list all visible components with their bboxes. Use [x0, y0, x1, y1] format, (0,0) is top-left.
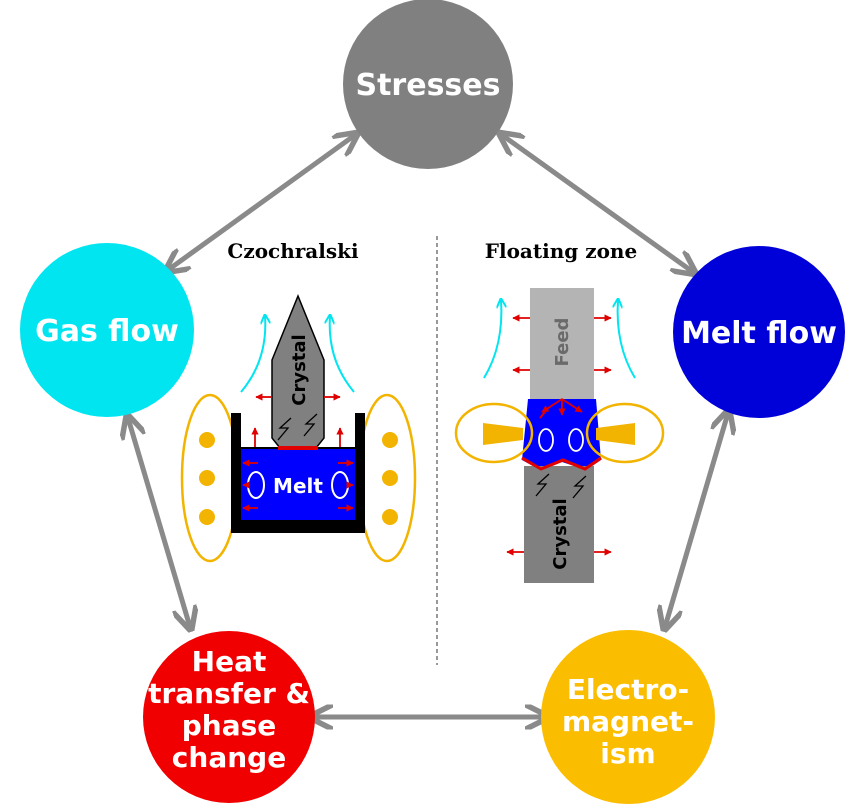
- node-melt-flow-label: Melt flow: [681, 316, 837, 351]
- node-gas-flow: Gas flow: [20, 243, 194, 417]
- node-em-line-2: magnet-: [562, 705, 694, 738]
- cz-melt-label: Melt: [273, 474, 323, 498]
- node-heat-line-1: Heat: [192, 645, 267, 678]
- fz-melt-vortex-left: [538, 428, 554, 452]
- arrow-stresses-gasflow: [168, 135, 355, 270]
- fz-heater-left: [454, 402, 534, 464]
- fz-stress-mark-left: [535, 473, 550, 497]
- arrow-meltflow-em: [665, 413, 728, 627]
- fz-crystal-label: Crystal: [550, 498, 571, 569]
- cz-crystal-label: Crystal: [289, 334, 310, 405]
- fz-melt-vortex-right: [568, 428, 584, 452]
- cz-gas-arrow-left: [240, 316, 265, 393]
- node-heat-line-4: change: [172, 741, 286, 774]
- node-melt-flow: Melt flow: [673, 246, 845, 418]
- cz-stress-mark-left: [277, 417, 292, 441]
- czochralski-title: Czochralski: [227, 239, 359, 263]
- cz-gas-arrow-right: [330, 316, 355, 393]
- czochralski-panel: Czochralski Melt Crystal: [180, 239, 417, 563]
- node-gas-flow-label: Gas flow: [35, 314, 179, 349]
- fz-heater-right: [585, 402, 665, 464]
- floating-zone-title: Floating zone: [485, 239, 637, 263]
- fz-feed-rod: [530, 288, 594, 399]
- arrow-stresses-meltflow: [502, 135, 693, 272]
- arrow-gasflow-heat: [128, 418, 190, 627]
- cz-heat-arrows: [242, 393, 354, 512]
- node-heat-line-2: transfer &: [148, 677, 310, 710]
- node-em-line-1: Electro-: [567, 673, 689, 706]
- node-heat-transfer: Heat transfer & phase change: [143, 631, 315, 803]
- fz-feed-label: Feed: [552, 318, 573, 367]
- node-electromagnetism: Electro- magnet- ism: [541, 630, 715, 804]
- node-heat-line-3: phase: [182, 709, 277, 742]
- floating-zone-panel: Floating zone Feed Crystal: [454, 239, 665, 583]
- cz-heater-right: [357, 393, 417, 563]
- fz-heat-arrows: [506, 314, 612, 556]
- cz-heater-left: [180, 393, 240, 563]
- cz-melt: [241, 448, 355, 520]
- fz-gas-arrow-left: [483, 300, 501, 379]
- fz-gas-arrow-right: [618, 300, 636, 379]
- fz-stress-mark-right: [572, 475, 587, 499]
- node-em-line-3: ism: [600, 737, 655, 770]
- node-stresses: Stresses: [343, 0, 513, 169]
- node-stresses-label: Stresses: [355, 68, 500, 103]
- cz-stress-mark-right: [303, 413, 318, 437]
- cz-crucible: [231, 413, 365, 533]
